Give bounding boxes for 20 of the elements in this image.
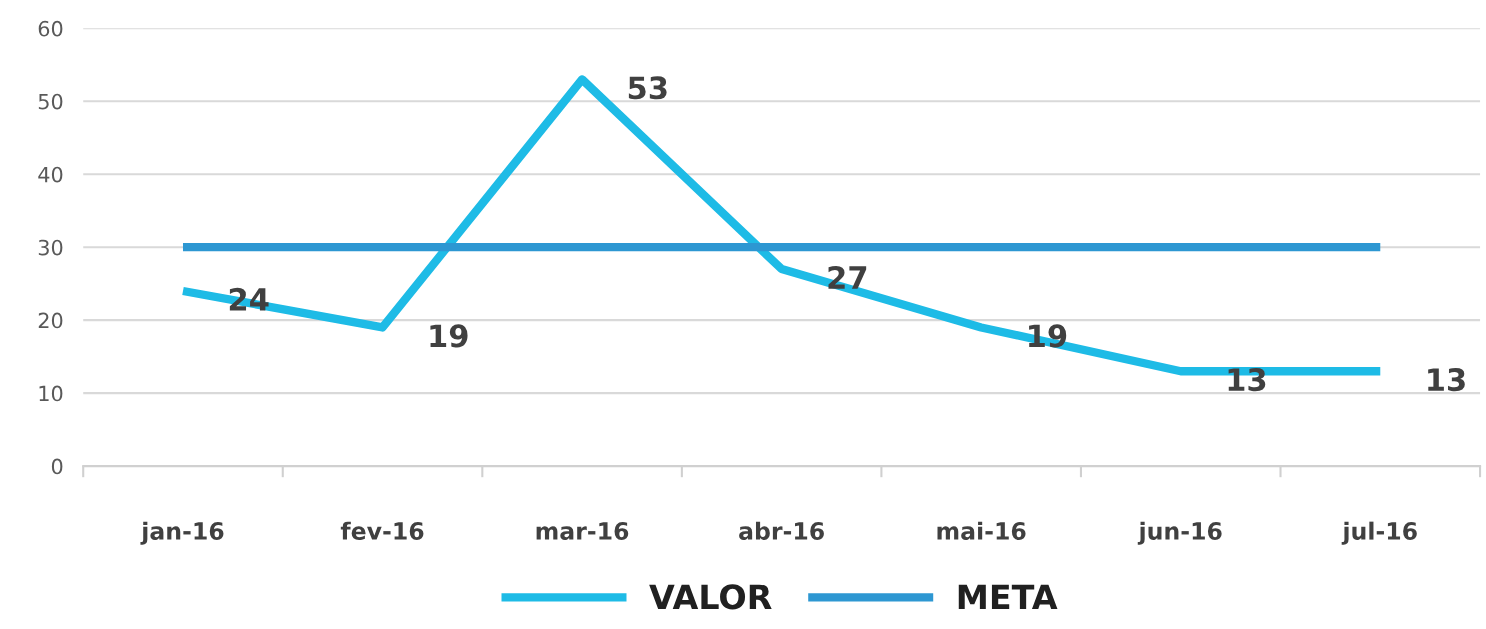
x-tick-label: mai-16: [937, 521, 1026, 540]
y-tick-label: 60: [38, 20, 63, 37]
data-label: 13: [1428, 368, 1465, 392]
x-tick-label: jan-16: [140, 521, 224, 545]
x-tick-label: jun-16: [1137, 521, 1222, 545]
x-tick-label: jul-16: [1341, 521, 1417, 545]
x-tick-label: mar-16: [536, 522, 629, 540]
y-tick-label: 30: [38, 239, 63, 256]
y-tick-label: 0: [51, 458, 63, 475]
y-tick-label: 10: [39, 385, 63, 402]
legend-label: META: [958, 584, 1058, 609]
data-label: 19: [430, 324, 468, 348]
x-tick-label: abr-16: [739, 521, 824, 540]
x-tick-label: fev-16: [340, 521, 424, 540]
y-tick-label: 50: [38, 93, 63, 110]
y-tick-label: 40: [38, 166, 63, 183]
legend-label: VALOR: [649, 584, 772, 610]
data-label: 27: [828, 265, 867, 289]
y-tick-label: 20: [38, 312, 63, 329]
data-label: 53: [628, 76, 667, 100]
